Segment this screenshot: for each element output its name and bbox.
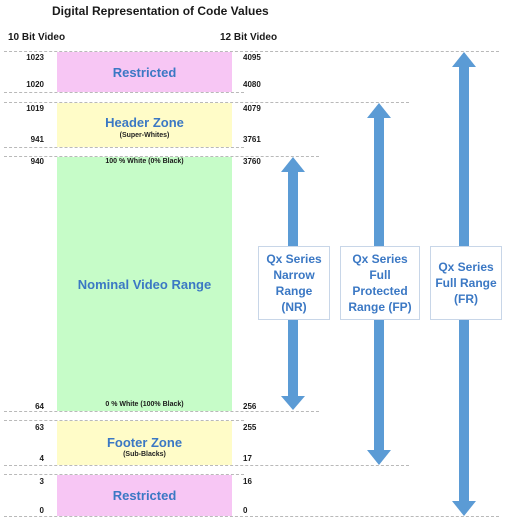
range-label-text: Qx Series Full Protected Range (FP) [348, 252, 412, 314]
column-header-10bit: 10 Bit Video [8, 32, 66, 43]
separator-line [4, 156, 319, 157]
band-nominal-video-range: Nominal Video Range [57, 157, 232, 411]
code-value-12bit: 3760 [243, 157, 261, 166]
diagram-title: Digital Representation of Code Values [52, 4, 269, 18]
band-title: Header Zone [105, 115, 184, 130]
band-subtitle: (Super-Whites) [119, 132, 170, 139]
band-restricted-bottom: Restricted [57, 475, 232, 516]
code-value-12bit: 4095 [243, 53, 261, 62]
range-label-text: Qx Series Full Range (FR) [435, 260, 497, 306]
code-value-10bit: 3 [39, 477, 44, 486]
code-value-12bit: 4080 [243, 80, 261, 89]
code-value-10bit: 64 [35, 402, 44, 411]
code-value-12bit: 0 [243, 506, 248, 515]
code-value-10bit: 4 [39, 454, 44, 463]
separator-line [4, 411, 319, 412]
column-header-12bit: 12 Bit Video [220, 32, 278, 43]
white-level-note: 100 % White (0% Black) [105, 158, 184, 165]
black-level-note: 0 % White (100% Black) [105, 401, 184, 408]
separator-line [4, 516, 499, 517]
separator-line [4, 474, 244, 475]
code-value-10bit: 1023 [26, 53, 44, 62]
separator-line [4, 465, 409, 466]
range-label-text: Qx Series Narrow Range (NR) [266, 252, 322, 314]
code-value-10bit: 1020 [26, 80, 44, 89]
band-restricted-top: Restricted [57, 52, 232, 92]
band-title: Restricted [112, 488, 177, 503]
narrow-range-label: Qx Series Narrow Range (NR) [258, 246, 330, 320]
separator-line [4, 92, 244, 93]
code-value-12bit: 255 [243, 423, 257, 432]
full-protected-range-label: Qx Series Full Protected Range (FP) [340, 246, 420, 320]
band-title: Restricted [112, 64, 177, 80]
code-value-10bit: 63 [35, 423, 44, 432]
band-footer-zone: Footer Zone (Sub-Blacks) [57, 421, 232, 465]
code-value-10bit: 941 [30, 135, 44, 144]
code-value-12bit: 17 [243, 454, 252, 463]
band-header-zone: Header Zone (Super-Whites) [57, 103, 232, 147]
band-subtitle: (Sub-Blacks) [123, 451, 166, 458]
separator-line [4, 102, 409, 103]
band-title: Nominal Video Range [77, 276, 212, 292]
code-value-10bit: 0 [39, 506, 44, 515]
code-value-10bit: 940 [30, 157, 44, 166]
band-title: Footer Zone [106, 435, 183, 450]
separator-line [4, 420, 244, 421]
separator-line [4, 51, 499, 52]
code-value-10bit: 1019 [26, 104, 44, 113]
code-value-12bit: 16 [243, 477, 252, 486]
code-value-12bit: 256 [243, 402, 257, 411]
full-range-label: Qx Series Full Range (FR) [430, 246, 502, 320]
separator-line [4, 147, 244, 148]
code-value-12bit: 3761 [243, 135, 261, 144]
code-value-12bit: 4079 [243, 104, 261, 113]
